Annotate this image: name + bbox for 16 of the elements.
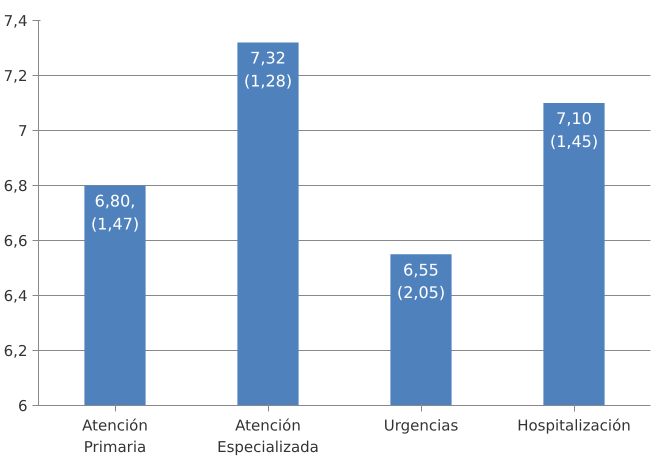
x-tick-label: Hospitalización (517, 416, 631, 434)
y-tick-label: 6,2 (4, 342, 28, 360)
x-tick-label: Atención Primaria (82, 416, 148, 456)
y-tick-label: 7,2 (4, 67, 28, 85)
data-label: 7,32 (1,28) (244, 48, 292, 90)
x-tick-label: Atención Especializada (217, 416, 319, 456)
y-tick-label: 6,4 (4, 287, 28, 305)
y-tick-label: 6 (18, 397, 28, 415)
y-tick-label: 6,8 (4, 177, 28, 195)
y-tick-label: 7,4 (4, 12, 28, 30)
y-tick-label: 7 (18, 122, 28, 140)
data-label: 6,80, (1,47) (90, 192, 140, 234)
y-tick-label: 6,6 (4, 232, 28, 250)
data-label: 7,10 (1,45) (550, 109, 598, 151)
x-tick-label: Urgencias (384, 416, 458, 434)
data-label: 6,55 (2,05) (396, 260, 446, 302)
